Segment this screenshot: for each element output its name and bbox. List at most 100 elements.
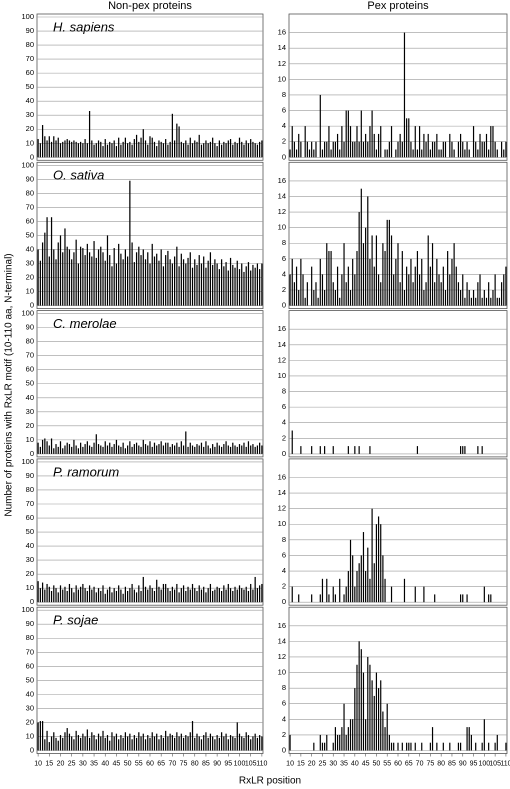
bar bbox=[97, 444, 100, 454]
bar bbox=[220, 732, 223, 751]
bar bbox=[436, 133, 438, 158]
bar bbox=[319, 446, 321, 454]
column-title: Pex proteins bbox=[367, 0, 429, 12]
bar bbox=[313, 290, 315, 306]
bar bbox=[196, 444, 198, 454]
species-label: C. merolae bbox=[53, 316, 117, 331]
bar bbox=[408, 742, 410, 751]
bar bbox=[403, 32, 406, 158]
bar bbox=[37, 722, 39, 751]
bar bbox=[176, 583, 178, 603]
bar bbox=[390, 235, 393, 306]
bar bbox=[298, 133, 300, 158]
bar bbox=[111, 266, 113, 306]
bar bbox=[339, 149, 341, 158]
bar bbox=[414, 742, 416, 751]
bar bbox=[488, 282, 490, 306]
bar bbox=[82, 583, 84, 603]
x-tick-label: 100 bbox=[234, 760, 246, 767]
bar bbox=[198, 445, 200, 454]
bar bbox=[434, 594, 436, 603]
bar bbox=[37, 581, 39, 603]
bar bbox=[176, 123, 178, 158]
bar bbox=[95, 434, 97, 454]
bar bbox=[254, 267, 256, 306]
bar bbox=[481, 446, 483, 454]
bar bbox=[196, 264, 198, 306]
bar bbox=[214, 589, 216, 603]
bar bbox=[147, 445, 149, 454]
bar bbox=[100, 445, 102, 454]
bar bbox=[50, 217, 53, 306]
bar bbox=[241, 445, 243, 454]
bar bbox=[149, 737, 151, 751]
bar bbox=[109, 586, 111, 603]
bar bbox=[66, 590, 68, 603]
bar bbox=[494, 742, 496, 751]
bar bbox=[438, 149, 440, 158]
bar bbox=[198, 585, 200, 603]
bar bbox=[408, 274, 410, 306]
bar bbox=[135, 252, 138, 306]
y-tick-label: 12 bbox=[278, 504, 286, 513]
y-tick-label: 40 bbox=[26, 393, 34, 402]
bar bbox=[212, 264, 214, 306]
x-tick-label: 60 bbox=[146, 760, 154, 767]
bar bbox=[182, 445, 185, 454]
bar bbox=[483, 719, 485, 751]
bar bbox=[109, 740, 111, 751]
bar bbox=[84, 736, 86, 751]
bar bbox=[250, 270, 252, 306]
bar bbox=[194, 140, 196, 158]
bar bbox=[106, 735, 109, 751]
bar bbox=[131, 583, 133, 603]
x-tick-label: 75 bbox=[426, 760, 434, 767]
bar bbox=[106, 235, 109, 306]
bar bbox=[142, 576, 144, 603]
bar bbox=[71, 259, 73, 306]
bar bbox=[113, 588, 115, 603]
bar bbox=[247, 143, 250, 158]
bar bbox=[399, 282, 401, 306]
bar bbox=[185, 140, 187, 158]
bar bbox=[149, 263, 151, 306]
bar bbox=[160, 249, 162, 306]
bar bbox=[498, 297, 501, 306]
bar bbox=[62, 737, 64, 751]
bar bbox=[289, 149, 291, 158]
bar bbox=[200, 442, 203, 454]
y-tick-label: 10 bbox=[278, 74, 286, 83]
bar bbox=[365, 133, 367, 158]
bar bbox=[423, 290, 425, 306]
bar bbox=[234, 141, 236, 158]
bar bbox=[77, 263, 80, 306]
bar bbox=[142, 129, 144, 158]
bar bbox=[375, 672, 378, 751]
bar bbox=[390, 126, 393, 158]
y-tick-label: 10 bbox=[26, 583, 34, 592]
x-tick-label: 95 bbox=[470, 760, 478, 767]
bar bbox=[358, 141, 360, 158]
x-tick-label: 65 bbox=[405, 760, 413, 767]
bar bbox=[194, 446, 196, 454]
bar bbox=[144, 586, 147, 603]
y-tick-label: 2 bbox=[282, 285, 286, 294]
y-tick-label: 20 bbox=[26, 421, 34, 430]
y-tick-label: 50 bbox=[26, 230, 34, 239]
x-tick-label: 50 bbox=[373, 760, 381, 767]
y-tick-label: 10 bbox=[26, 287, 34, 296]
bar bbox=[129, 588, 131, 603]
plot-frame bbox=[288, 606, 508, 754]
bar bbox=[109, 255, 111, 306]
bar bbox=[180, 253, 182, 306]
bar bbox=[434, 282, 436, 306]
bar bbox=[93, 144, 95, 158]
y-tick-label: 60 bbox=[26, 68, 34, 77]
bar bbox=[187, 144, 189, 158]
bar bbox=[360, 188, 362, 306]
bar bbox=[176, 246, 178, 306]
bar bbox=[442, 266, 444, 306]
bar bbox=[232, 736, 234, 751]
y-tick-label: 90 bbox=[26, 323, 34, 332]
bar bbox=[464, 446, 466, 454]
